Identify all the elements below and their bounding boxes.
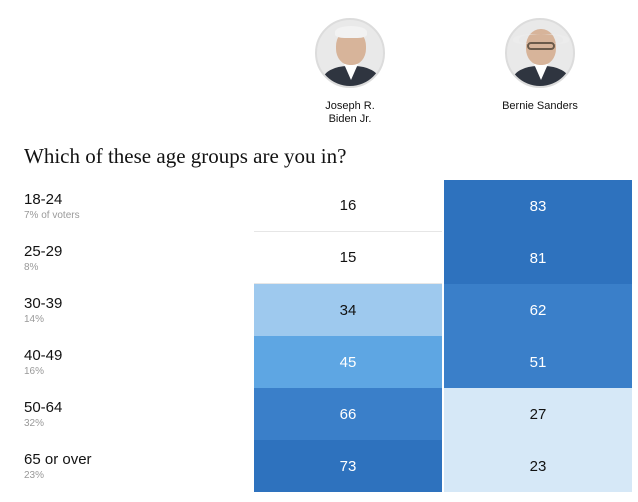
table-row: 25-29 8% 15 81 (0, 232, 638, 284)
voter-share: 8% (24, 262, 39, 273)
biden-portrait-icon (315, 18, 385, 88)
age-group-label: 18-24 7% of voters (24, 191, 80, 221)
age-group-name: 25-29 (24, 243, 63, 260)
age-group-name: 40-49 (24, 347, 63, 364)
age-group-name: 50-64 (24, 399, 63, 416)
sanders-value-cell: 83 (444, 180, 632, 232)
candidate-name-sanders: Bernie Sanders (502, 100, 578, 112)
sanders-value-cell: 62 (444, 284, 632, 336)
sanders-value-cell: 51 (444, 336, 632, 388)
biden-value-cell: 16 (254, 180, 442, 232)
table-row: 50-64 32% 66 27 (0, 388, 638, 440)
age-group-name: 65 or over (24, 451, 92, 468)
table-row: 18-24 7% of voters 16 83 (0, 180, 638, 232)
sanders-portrait-icon (505, 18, 575, 88)
sanders-value-cell: 23 (444, 440, 632, 492)
age-group-label: 50-64 32% (24, 399, 62, 429)
age-group-label: 40-49 16% (24, 347, 62, 377)
age-group-label: 25-29 8% (24, 243, 62, 273)
table-row: 65 or over 23% 73 23 (0, 440, 638, 492)
biden-value-cell: 73 (254, 440, 442, 492)
age-group-name: 30-39 (24, 295, 63, 312)
voter-share: 14% (24, 314, 45, 325)
sanders-value-cell: 81 (444, 232, 632, 284)
voter-share: 23% (24, 470, 45, 481)
table-row: 30-39 14% 34 62 (0, 284, 638, 336)
candidate-name-biden: Joseph R. Biden Jr. (325, 100, 375, 125)
biden-value-cell: 45 (254, 336, 442, 388)
biden-value-cell: 66 (254, 388, 442, 440)
age-group-label: 65 or over 23% (24, 451, 92, 481)
question-title: Which of these age groups are you in? (24, 144, 347, 168)
voter-share: 32% (24, 418, 45, 429)
age-group-label: 30-39 14% (24, 295, 62, 325)
voter-share: 16% (24, 366, 45, 377)
biden-value-cell: 15 (254, 232, 442, 284)
table-row: 40-49 16% 45 51 (0, 336, 638, 388)
age-group-name: 18-24 (24, 191, 63, 208)
voter-share: 7% of voters (24, 210, 80, 221)
candidate-sanders: Bernie Sanders (460, 12, 620, 113)
biden-value-cell: 34 (254, 284, 442, 336)
sanders-value-cell: 27 (444, 388, 632, 440)
candidate-biden: Joseph R. Biden Jr. (270, 12, 430, 126)
